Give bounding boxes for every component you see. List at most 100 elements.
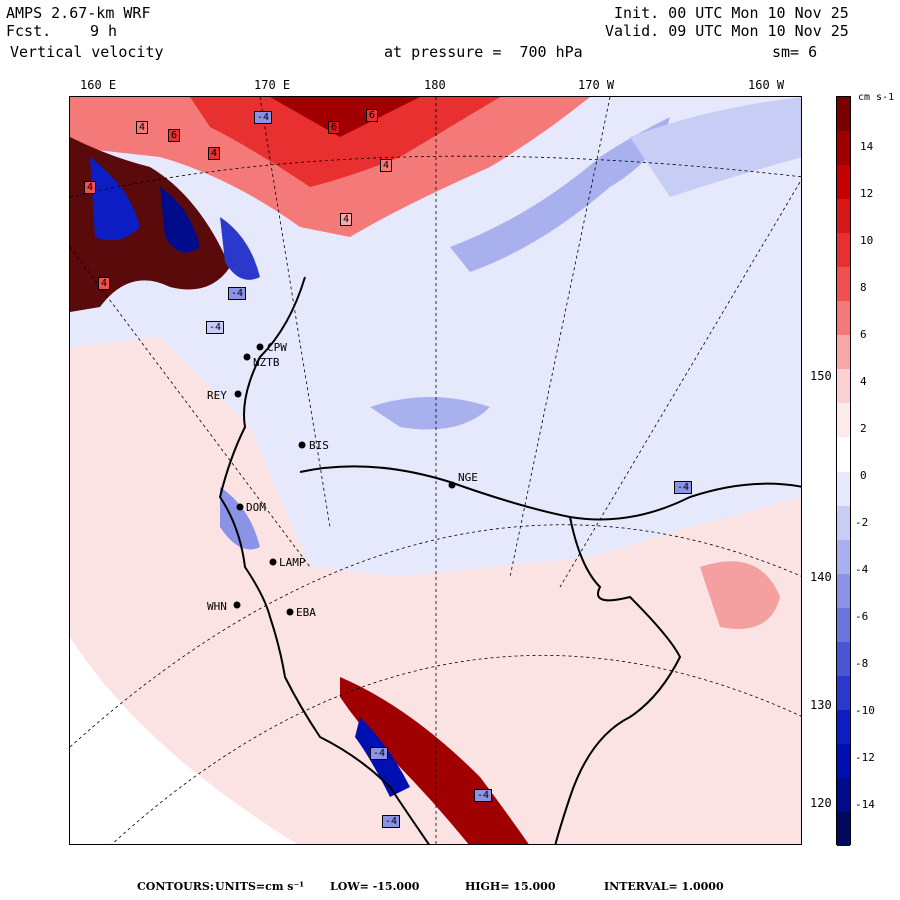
station-dot-bis bbox=[298, 441, 306, 449]
colorbar-segment bbox=[837, 437, 850, 472]
colorbar-tick-label: -14 bbox=[855, 798, 875, 811]
contour-label: -4 bbox=[674, 481, 693, 494]
pressure-level: at pressure = 700 hPa bbox=[384, 43, 583, 61]
contour-label: 4 bbox=[98, 277, 111, 290]
colorbar-tick-label: -10 bbox=[855, 704, 875, 717]
contour-label: 6 bbox=[328, 121, 341, 134]
colorbar-segment bbox=[837, 709, 850, 745]
contour-label: -4 bbox=[206, 321, 225, 334]
colorbar-tick-label: 6 bbox=[860, 328, 867, 341]
upward-motion-max bbox=[270, 97, 420, 137]
station-dot-whn bbox=[233, 601, 241, 609]
lon-label-170w: 170 W bbox=[578, 78, 615, 92]
colorbar-segment bbox=[837, 777, 850, 813]
downward-motion-spot bbox=[220, 487, 260, 550]
downward-motion-band bbox=[450, 117, 670, 272]
model-title: AMPS 2.67-km WRF bbox=[6, 4, 151, 22]
contour-label: -4 bbox=[370, 747, 389, 760]
colorbar-segment bbox=[837, 267, 850, 302]
variable-name: Vertical velocity bbox=[10, 43, 164, 61]
colorbar-segment bbox=[837, 97, 850, 132]
vertical-velocity-map: 4 6 4 6 4 4 6 4 4 -4 -4 -4 -4 -4 -4 -4 C… bbox=[69, 96, 802, 845]
contour-label: -4 bbox=[474, 789, 493, 802]
parallel-lower bbox=[111, 655, 801, 844]
outside-domain-region bbox=[70, 637, 297, 844]
colorbar-segment bbox=[837, 505, 850, 541]
colorbar-units: cm s-1 bbox=[858, 92, 895, 103]
lon-label-160e: 160 E bbox=[80, 78, 117, 92]
colorbar-tick-label: 4 bbox=[860, 375, 867, 388]
meridian-160e bbox=[70, 246, 311, 568]
contour-label: -4 bbox=[382, 815, 401, 828]
footer-high: HIGH= 15.000 bbox=[465, 880, 556, 893]
colorbar-tick-label: 12 bbox=[860, 187, 874, 200]
colorbar-tick-label: -12 bbox=[855, 751, 875, 764]
downward-motion-band bbox=[630, 97, 801, 197]
contour-label: 4 bbox=[340, 213, 353, 226]
colorbar-segment bbox=[837, 539, 850, 575]
contour-label: 4 bbox=[84, 181, 97, 194]
colorbar-tick-label: -2 bbox=[855, 516, 869, 529]
colorbar-segment bbox=[837, 471, 850, 507]
contour-label: 4 bbox=[208, 147, 221, 160]
colorbar-tick-label: 2 bbox=[860, 422, 867, 435]
colorbar-tick-label: 14 bbox=[860, 140, 874, 153]
station-dot-dom bbox=[236, 503, 244, 511]
parallel-top bbox=[70, 155, 801, 198]
station-label-lamp: LAMP bbox=[279, 556, 306, 569]
station-label-dom: DOM bbox=[246, 501, 266, 514]
colorbar-segment bbox=[837, 573, 850, 609]
contour-label: -4 bbox=[254, 111, 273, 124]
colorbar-segment bbox=[837, 811, 850, 847]
station-label-whn: WHN bbox=[207, 600, 227, 613]
station-dot-rey bbox=[234, 390, 242, 398]
footer-units: UNITS=cm s⁻¹ bbox=[215, 880, 305, 893]
map-field-svg bbox=[70, 97, 801, 844]
station-label-eba: EBA bbox=[296, 606, 316, 619]
lon-label-180: 180 bbox=[424, 78, 446, 92]
contour-label: 6 bbox=[366, 109, 379, 122]
forecast-value: 9 h bbox=[90, 22, 118, 40]
coastline bbox=[218, 276, 430, 844]
colorbar-segment bbox=[837, 607, 850, 643]
colorbar bbox=[836, 96, 851, 847]
colorbar-tick-label: -6 bbox=[855, 610, 869, 623]
lon-label-160w: 160 W bbox=[748, 78, 785, 92]
downward-motion-band bbox=[370, 397, 490, 430]
valid-time: Valid. 09 UTC Mon 10 Nov 25 bbox=[605, 22, 849, 40]
colorbar-segment bbox=[837, 301, 850, 336]
colorbar-tick-label: 0 bbox=[860, 469, 867, 482]
footer-contours-label: CONTOURS: bbox=[137, 880, 214, 893]
colorbar-tick-label: -4 bbox=[855, 563, 869, 576]
contour-label: 4 bbox=[136, 121, 149, 134]
station-dot-eba bbox=[286, 608, 294, 616]
colorbar-segment bbox=[837, 165, 850, 200]
station-label-rey: REY bbox=[207, 389, 227, 402]
meridian-170w bbox=[509, 97, 611, 578]
contour-label: 6 bbox=[168, 129, 181, 142]
meridian-170e bbox=[259, 97, 331, 528]
station-label-cpw: CPW bbox=[267, 341, 287, 354]
smoothing-value: sm= 6 bbox=[772, 43, 818, 61]
positive-velocity-region bbox=[70, 337, 801, 844]
station-dot-nztb bbox=[243, 353, 251, 361]
colorbar-tick-label: -8 bbox=[855, 657, 869, 670]
ice-shelf-boundary bbox=[554, 516, 682, 844]
colorbar-segment bbox=[837, 641, 850, 677]
station-label-bis: BIS bbox=[309, 439, 329, 452]
lon-label-170e: 170 E bbox=[254, 78, 291, 92]
forecast-label: Fcst. bbox=[6, 22, 52, 40]
upward-motion-patch bbox=[700, 561, 780, 629]
downward-motion-spot bbox=[160, 187, 200, 253]
terrain-noise-region bbox=[340, 677, 529, 844]
colorbar-segment bbox=[837, 131, 850, 166]
station-label-nge: NGE bbox=[458, 471, 478, 484]
contour-label: -4 bbox=[228, 287, 247, 300]
station-markers bbox=[233, 343, 456, 616]
colorbar-tick-label: 8 bbox=[860, 281, 867, 294]
contour-label: 4 bbox=[380, 159, 393, 172]
colorbar-segment bbox=[837, 335, 850, 370]
colorbar-segment bbox=[837, 369, 850, 404]
station-dot-lamp bbox=[269, 558, 277, 566]
station-dot-cpw bbox=[256, 343, 264, 351]
